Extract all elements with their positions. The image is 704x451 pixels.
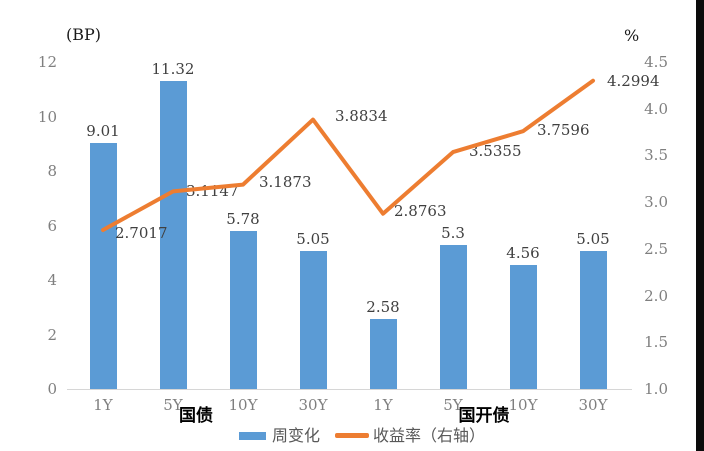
category-label: 5Y [443,396,463,414]
left-axis-tick: 12 [37,53,57,71]
bar-value-label: 5.05 [576,230,610,249]
category-label: 1Y [373,396,393,414]
yield-line-path [101,78,595,232]
bar-value-label: 9.01 [86,122,120,141]
bar-value-label: 11.32 [151,59,195,78]
left-axis-tick: 2 [47,325,57,344]
line-point-label: 4.2994 [607,71,660,90]
left-axis-tick: 8 [47,162,57,180]
line-series-swatch-icon [335,433,370,438]
bar [369,318,397,389]
bar [439,244,467,389]
right-axis-title: % [624,26,640,45]
bar-value-label: 2.58 [366,297,400,316]
right-axis-tick: 1.5 [644,333,668,352]
legend-item-weekly-change: 周变化 [239,426,320,445]
right-axis-tick: 2.5 [644,239,668,258]
legend-label-yield: 收益率（右轴） [373,426,486,445]
group-label-guokaizhai: 国开债 [458,406,510,426]
category-label: 10Y [508,396,538,414]
line-point-label: 3.8834 [335,106,388,125]
category-label: 1Y [93,396,113,414]
x-axis-line [67,389,632,390]
bar [299,251,327,389]
group-label-guozhai: 国债 [179,406,213,426]
bar [509,264,537,389]
bar-value-label: 4.56 [506,243,540,262]
right-axis-tick: 3.0 [644,193,668,212]
line-point-label: 3.1873 [259,172,312,191]
bar-value-label: 5.3 [441,223,465,242]
bar-series-swatch-icon [239,431,266,440]
category-label: 10Y [228,396,258,414]
legend-label-weekly-change: 周变化 [272,426,321,445]
bar-value-label: 5.05 [296,230,330,249]
bar [159,80,187,389]
left-axis-title: (BP) [66,25,102,44]
line-point-label: 2.7017 [115,224,168,242]
right-axis-tick: 1.0 [644,380,668,398]
bar-value-label: 5.78 [226,210,260,229]
legend: 周变化 收益率（右轴） [239,426,485,445]
screenshot-right-border [696,0,704,451]
right-axis-tick: 4.0 [644,99,668,118]
left-axis-tick: 10 [37,107,57,126]
line-point-label: 3.7596 [537,121,590,140]
left-axis-tick: 4 [47,271,57,289]
category-label: 30Y [298,396,328,414]
legend-item-yield: 收益率（右轴） [335,426,485,445]
bar [229,231,257,389]
right-axis-tick: 3.5 [644,146,668,165]
right-axis-tick: 4.5 [644,53,668,71]
left-axis-tick: 6 [47,216,57,235]
left-axis-tick: 0 [47,380,57,398]
bar [89,143,117,389]
right-axis-tick: 2.0 [644,286,668,305]
bar [579,251,607,389]
category-label: 5Y [163,396,183,414]
category-label: 30Y [578,396,608,414]
line-point-label: 2.8763 [394,201,447,220]
line-point-label: 3.5355 [469,142,522,161]
